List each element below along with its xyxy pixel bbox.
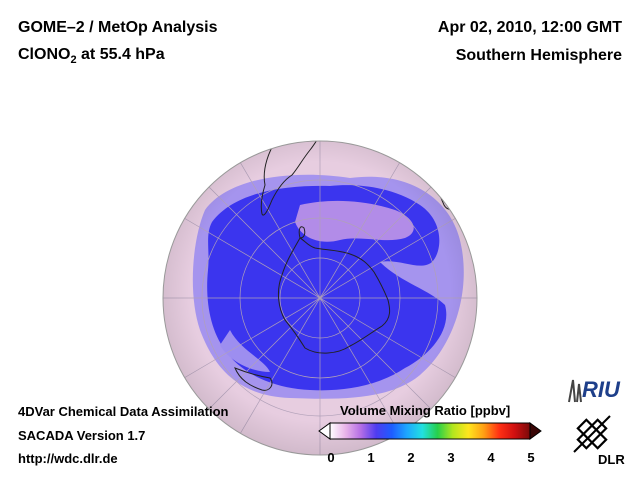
riu-logo: RIU [565, 372, 627, 409]
species-label: ClONO2 at 55.4 hPa [18, 46, 165, 66]
species-subscript: 2 [70, 54, 77, 67]
riu-logo-text: RIU [582, 377, 621, 402]
footer-line-2: SACADA Version 1.7 [18, 428, 146, 443]
colorbar [318, 422, 542, 440]
colorbar-title: Volume Mixing Ratio [ppbv] [340, 403, 511, 418]
colorbar-tick: 2 [407, 450, 415, 465]
title-line-1: GOME–2 / MetOp Analysis [18, 19, 218, 36]
madagascar-coastline [461, 202, 469, 217]
dlr-logo: DLR [566, 414, 626, 471]
species-prefix: ClONO [18, 46, 71, 63]
colorbar-tick: 5 [527, 450, 535, 465]
globe-outline [162, 140, 478, 456]
colorbar-tick: 4 [487, 450, 495, 465]
species-suffix: at 55.4 hPa [76, 46, 165, 63]
datetime-label: Apr 02, 2010, 12:00 GMT [437, 19, 622, 36]
colorbar-gradient [329, 422, 531, 440]
colorbar-tick: 0 [327, 450, 335, 465]
dlr-logo-text: DLR [598, 452, 625, 466]
footer-url: http://wdc.dlr.de [18, 451, 118, 466]
colorbar-min-arrow [318, 422, 331, 440]
region-label: Southern Hemisphere [455, 47, 622, 64]
footer-line-1: 4DVar Chemical Data Assimilation [18, 404, 229, 419]
colorbar-max-arrow [529, 422, 542, 440]
colorbar-tick: 3 [447, 450, 455, 465]
colorbar-tick: 1 [367, 450, 375, 465]
